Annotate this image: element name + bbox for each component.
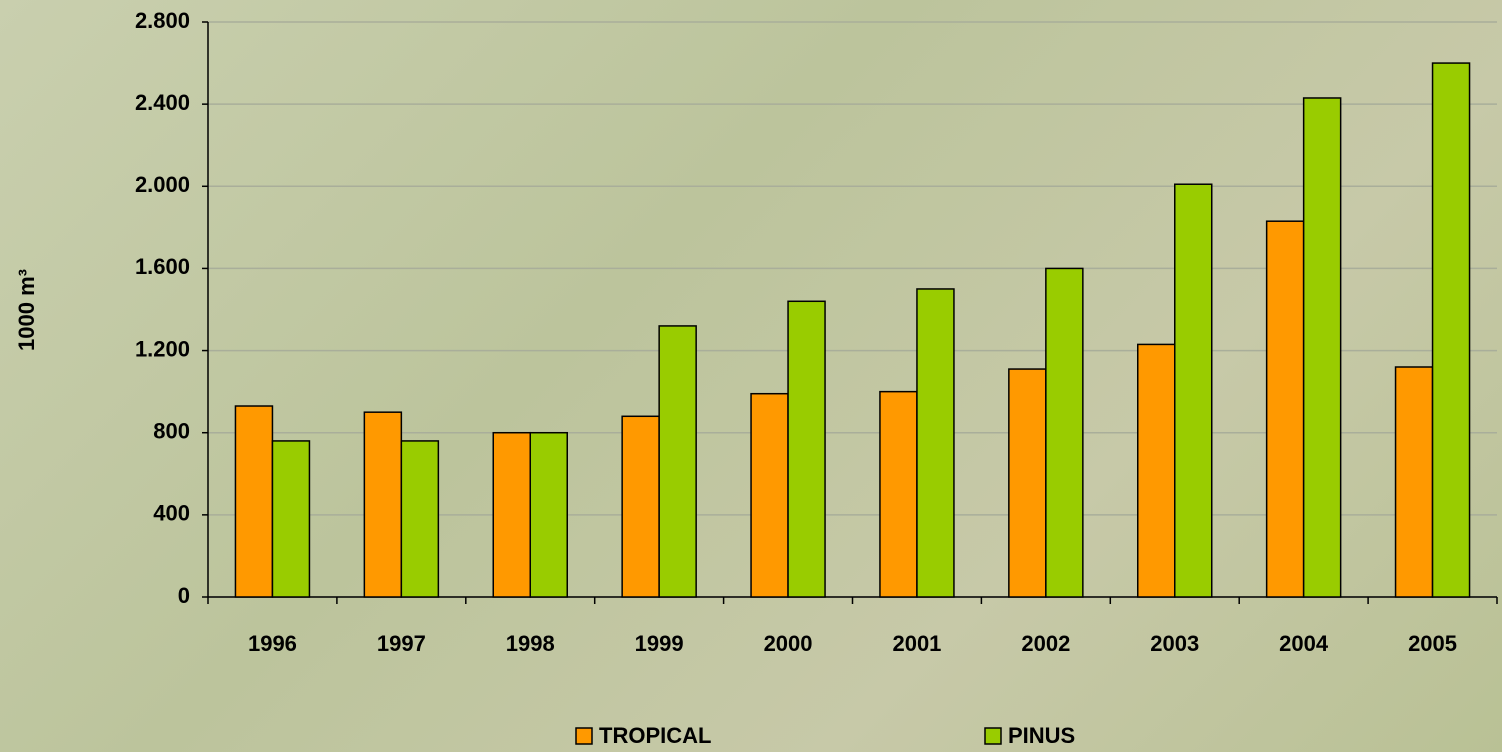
y-tick-label: 800 bbox=[153, 419, 190, 444]
legend-label: PINUS bbox=[1008, 723, 1075, 748]
bar bbox=[401, 441, 438, 597]
x-tick-label: 1997 bbox=[377, 631, 426, 656]
bar bbox=[364, 412, 401, 597]
legend-label: TROPICAL bbox=[599, 723, 711, 748]
bar bbox=[1175, 184, 1212, 597]
y-tick-label: 2.800 bbox=[135, 8, 190, 33]
bar bbox=[1267, 221, 1304, 597]
x-tick-label: 2002 bbox=[1021, 631, 1070, 656]
x-tick-label: 1996 bbox=[248, 631, 297, 656]
bar bbox=[622, 416, 659, 597]
legend-swatch bbox=[985, 728, 1001, 744]
x-tick-label: 2005 bbox=[1408, 631, 1457, 656]
x-tick-label: 2000 bbox=[764, 631, 813, 656]
bar bbox=[530, 433, 567, 597]
bar bbox=[235, 406, 272, 597]
bar bbox=[1304, 98, 1341, 597]
bar bbox=[659, 326, 696, 597]
bar bbox=[751, 394, 788, 597]
x-tick-label: 2004 bbox=[1279, 631, 1329, 656]
y-tick-label: 1.200 bbox=[135, 336, 190, 361]
y-tick-label: 0 bbox=[178, 583, 190, 608]
y-tick-label: 2.000 bbox=[135, 172, 190, 197]
x-tick-label: 2003 bbox=[1150, 631, 1199, 656]
y-axis-label: 1000 m³ bbox=[14, 269, 39, 351]
y-tick-label: 2.400 bbox=[135, 90, 190, 115]
bar bbox=[1396, 367, 1433, 597]
y-tick-label: 400 bbox=[153, 501, 190, 526]
legend-swatch bbox=[576, 728, 592, 744]
y-tick-label: 1.600 bbox=[135, 254, 190, 279]
bar bbox=[1009, 369, 1046, 597]
bar bbox=[1138, 344, 1175, 597]
bar bbox=[788, 301, 825, 597]
bar bbox=[272, 441, 309, 597]
x-tick-label: 1999 bbox=[635, 631, 684, 656]
bar bbox=[1046, 268, 1083, 597]
x-tick-label: 2001 bbox=[892, 631, 941, 656]
bar bbox=[493, 433, 530, 597]
bar bbox=[917, 289, 954, 597]
bar bbox=[880, 392, 917, 597]
bar bbox=[1433, 63, 1470, 597]
x-tick-label: 1998 bbox=[506, 631, 555, 656]
chart: 1000 m³ 0 400 800 1.200 1.600 2.000 2.400 2.800… bbox=[0, 0, 1502, 752]
